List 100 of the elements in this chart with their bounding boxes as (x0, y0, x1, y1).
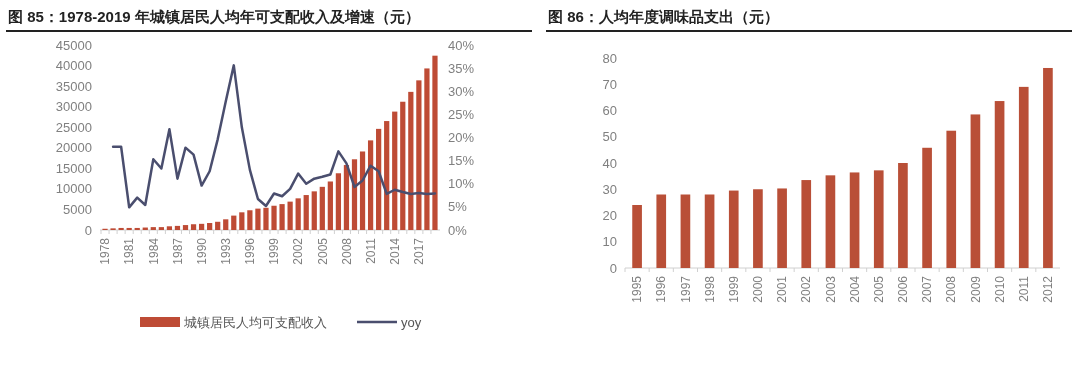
bar (994, 101, 1005, 268)
x-tick-label: 1995 (630, 275, 645, 303)
bar (704, 194, 715, 268)
bar (255, 208, 261, 230)
chart-title: 图 86：人均年度调味品支出（元） (548, 8, 779, 25)
bar (263, 207, 269, 230)
y2-tick-label: 40% (448, 37, 475, 53)
bar (190, 224, 197, 230)
bar (728, 190, 739, 268)
y2-tick-label: 0% (448, 222, 468, 238)
bar (400, 101, 406, 230)
legend-label: 城镇居民人均可支配收入 (183, 314, 327, 330)
x-tick-label: 2014 (387, 237, 402, 265)
y2-tick-label: 10% (448, 176, 475, 192)
bar (1043, 67, 1053, 268)
bar (215, 221, 221, 230)
bar (753, 189, 763, 268)
bar (873, 170, 884, 268)
bar (134, 227, 140, 230)
bar (922, 147, 932, 268)
y-tick-label: 60 (602, 103, 617, 119)
bar (126, 227, 132, 230)
y2-tick-label: 15% (448, 153, 475, 169)
bar (311, 191, 317, 230)
y-tick-label: 0 (84, 222, 92, 238)
bar (432, 55, 438, 230)
bar (849, 172, 860, 268)
bar (174, 225, 181, 230)
bar (656, 194, 667, 268)
x-tick-label: 2012 (1041, 275, 1056, 303)
x-tick-label: 2000 (751, 275, 766, 303)
bar (416, 80, 422, 230)
y-tick-label: 35000 (55, 78, 92, 94)
bar (271, 205, 277, 230)
x-tick-label: 2009 (968, 275, 983, 303)
bar (408, 91, 414, 230)
y2-tick-label: 20% (448, 130, 475, 146)
x-tick-label: 2001 (775, 275, 790, 303)
bar (207, 223, 213, 230)
bar (801, 180, 812, 268)
x-tick-label: 2008 (339, 237, 354, 265)
x-tick-label: 2008 (944, 275, 959, 303)
bar (777, 188, 787, 268)
bar (825, 175, 836, 268)
bar (166, 226, 173, 230)
x-tick-label: 1997 (678, 275, 693, 303)
bar (327, 181, 333, 230)
x-tick-label: 1978 (98, 237, 113, 265)
legend-label: yoy (401, 314, 422, 330)
x-tick-label: 1981 (122, 237, 137, 265)
y-tick-label: 25000 (55, 119, 92, 135)
y-tick-label: 30 (602, 181, 617, 197)
y-tick-label: 50 (602, 129, 617, 145)
bar (223, 219, 229, 230)
y-tick-label: 20 (602, 208, 617, 224)
y-tick-label: 40000 (55, 58, 92, 74)
bar (247, 210, 253, 230)
bar (287, 201, 293, 230)
x-tick-label: 2003 (823, 275, 838, 303)
x-tick-label: 1993 (218, 237, 233, 265)
bar (319, 186, 325, 230)
bar (1018, 86, 1029, 268)
y-tick-label: 15000 (55, 160, 92, 176)
bar (231, 215, 237, 230)
x-tick-label: 2005 (871, 275, 886, 303)
x-tick-label: 2002 (291, 237, 306, 265)
x-tick-label: 2002 (799, 275, 814, 303)
bar (343, 165, 350, 230)
bar (384, 121, 390, 230)
bar (182, 225, 189, 230)
y-tick-label: 10000 (55, 181, 92, 197)
x-tick-label: 2004 (847, 275, 862, 303)
x-tick-label: 1984 (146, 237, 161, 265)
bar (335, 173, 342, 230)
x-tick-label: 2007 (920, 275, 935, 303)
bar (424, 68, 430, 230)
x-tick-label: 1999 (726, 275, 741, 303)
x-tick-label: 2010 (992, 275, 1007, 303)
bar (303, 195, 309, 230)
bar (367, 140, 374, 230)
y2-tick-label: 5% (448, 199, 468, 215)
y2-tick-label: 35% (448, 60, 475, 76)
bar (680, 194, 691, 268)
x-tick-label: 1987 (170, 237, 185, 265)
x-tick-label: 1996 (243, 237, 258, 265)
y-tick-label: 20000 (55, 140, 92, 156)
x-tick-label: 2017 (412, 237, 427, 265)
x-tick-label: 2011 (1016, 275, 1031, 302)
x-tick-label: 1996 (654, 275, 669, 303)
bar (376, 128, 382, 230)
bar (946, 130, 957, 268)
y2-tick-label: 30% (448, 83, 475, 99)
bar (158, 227, 164, 230)
y-tick-label: 30000 (55, 99, 92, 115)
bar (392, 111, 398, 230)
y-tick-label: 80 (602, 50, 617, 66)
y-tick-label: 5000 (63, 201, 92, 217)
bar (198, 223, 205, 230)
bar (970, 114, 981, 268)
bar (239, 212, 245, 230)
